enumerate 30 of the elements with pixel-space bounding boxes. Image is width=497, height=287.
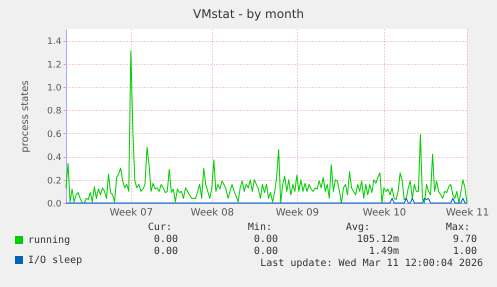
x-tick-label: Week 08 [190,208,234,218]
text: Cur: [148,222,172,234]
y-tick-label: 1.2 [47,60,62,70]
y-axis-title: process states [20,80,32,153]
text: 0.00 [254,234,278,246]
text: Min: [248,222,272,234]
text: 0.00 [254,246,278,258]
legend-label: running [28,235,70,246]
x-tick-label: Week 10 [362,208,406,218]
text: 9.70 [452,234,477,246]
text: Last update: Wed Mar 11 12:00:04 2026 [260,258,483,270]
text: 105.12m [356,234,399,246]
y-tick-label: 0.4 [47,153,62,164]
text: 0.00 [154,246,178,258]
text: Avg: [346,222,370,234]
y-tick-label: 1.0 [47,84,62,94]
y-tick-label: 0.8 [47,106,62,117]
legend-label: I/O sleep [28,255,82,266]
text: 1.49m [368,246,399,258]
y-tick-label: 0.0 [47,200,62,210]
text: 0.00 [154,234,178,246]
y-tick-label: 0.2 [47,176,62,186]
text: 1.00 [452,246,477,258]
y-tick-label: 1.4 [47,37,62,48]
x-tick-label: Week 11 [446,208,490,218]
x-tick-label: Week 07 [110,208,153,218]
y-tick-label: 0.6 [47,130,62,140]
text: Max: [446,222,470,234]
chart-title: VMstat - by month [192,7,304,21]
x-tick-label: Week 09 [276,208,320,218]
